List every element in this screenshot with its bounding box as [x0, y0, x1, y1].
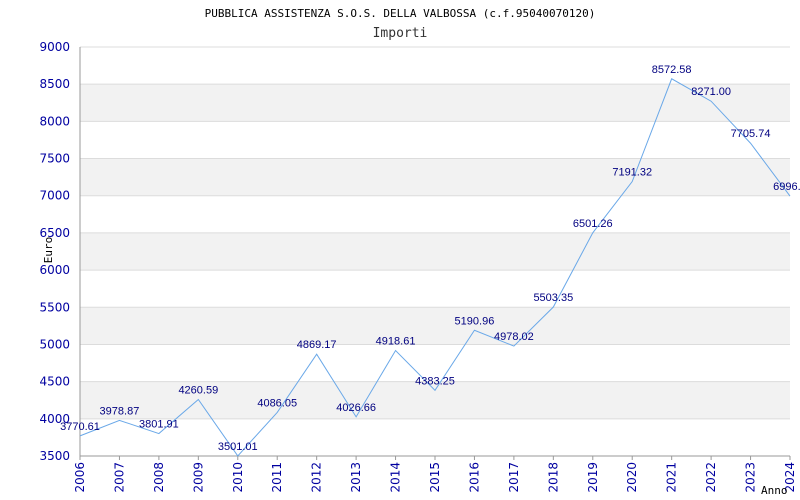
data-label: 3501.01 — [218, 441, 258, 453]
y-tick-label: 8500 — [39, 77, 70, 91]
x-tick-label: 2017 — [507, 462, 521, 493]
y-tick-label: 4500 — [39, 375, 70, 389]
data-label: 8271.00 — [691, 86, 731, 98]
chart-title: PUBBLICA ASSISTENZA S.O.S. DELLA VALBOSS… — [205, 7, 596, 20]
data-label: 6501.26 — [573, 218, 613, 230]
chart-subtitle: Importi — [373, 26, 428, 41]
grid-band — [80, 233, 790, 270]
x-tick-label: 2021 — [665, 462, 679, 493]
grid-band — [80, 121, 790, 158]
data-label: 3801.91 — [139, 419, 179, 431]
data-label: 4260.59 — [178, 384, 218, 396]
y-tick-label: 9000 — [39, 40, 70, 54]
y-tick-label: 7500 — [39, 152, 70, 166]
data-label: 7705.74 — [731, 128, 771, 140]
y-axis-label: Euro — [42, 237, 55, 264]
data-label: 4978.02 — [494, 331, 534, 343]
grid-band — [80, 84, 790, 121]
data-label: 8572.58 — [652, 64, 692, 76]
x-tick-label: 2010 — [231, 462, 245, 493]
grid-band — [80, 159, 790, 196]
x-tick-label: 2011 — [270, 462, 284, 493]
data-label: 5503.35 — [533, 292, 573, 304]
y-tick-label: 8000 — [39, 114, 70, 128]
data-label: 3770.61 — [60, 421, 100, 433]
x-tick-label: 2008 — [152, 462, 166, 493]
y-tick-label: 5000 — [39, 337, 70, 351]
y-tick-label: 5500 — [39, 300, 70, 314]
x-tick-label: 2012 — [310, 462, 324, 493]
data-label: 5190.96 — [455, 315, 495, 327]
grid-band — [80, 270, 790, 307]
x-tick-label: 2013 — [349, 462, 363, 493]
data-label: 4869.17 — [297, 339, 337, 351]
data-label: 4918.61 — [376, 336, 416, 348]
x-tick-label: 2007 — [112, 462, 126, 493]
y-tick-label: 3500 — [39, 449, 70, 463]
data-label: 3978.87 — [100, 405, 140, 417]
data-label: 6996.1 — [773, 181, 800, 193]
data-label: 4086.05 — [257, 397, 297, 409]
grid-band — [80, 307, 790, 344]
x-tick-label: 2009 — [191, 462, 205, 493]
x-tick-label: 2019 — [586, 462, 600, 493]
x-axis-label: Anno — [761, 484, 788, 497]
x-tick-label: 2020 — [625, 462, 639, 493]
x-tick-label: 2018 — [546, 462, 560, 493]
x-tick-label: 2015 — [428, 462, 442, 493]
x-tick-label: 2022 — [704, 462, 718, 493]
x-tick-labels: 2006 2007 2008 2009 2010 2011 2012 2013 2014 2015… — [73, 456, 797, 493]
x-tick-label: 2006 — [73, 462, 87, 493]
y-tick-label: 6000 — [39, 263, 70, 277]
y-tick-label: 7000 — [39, 189, 70, 203]
data-label: 7191.32 — [612, 167, 652, 179]
x-tick-label: 2016 — [467, 462, 481, 493]
grid-band — [80, 196, 790, 233]
data-label: 4383.25 — [415, 375, 455, 387]
grid-band — [80, 419, 790, 456]
x-tick-label: 2023 — [744, 462, 758, 493]
x-tick-label: 2014 — [389, 462, 403, 493]
data-label: 4026.66 — [336, 402, 376, 414]
